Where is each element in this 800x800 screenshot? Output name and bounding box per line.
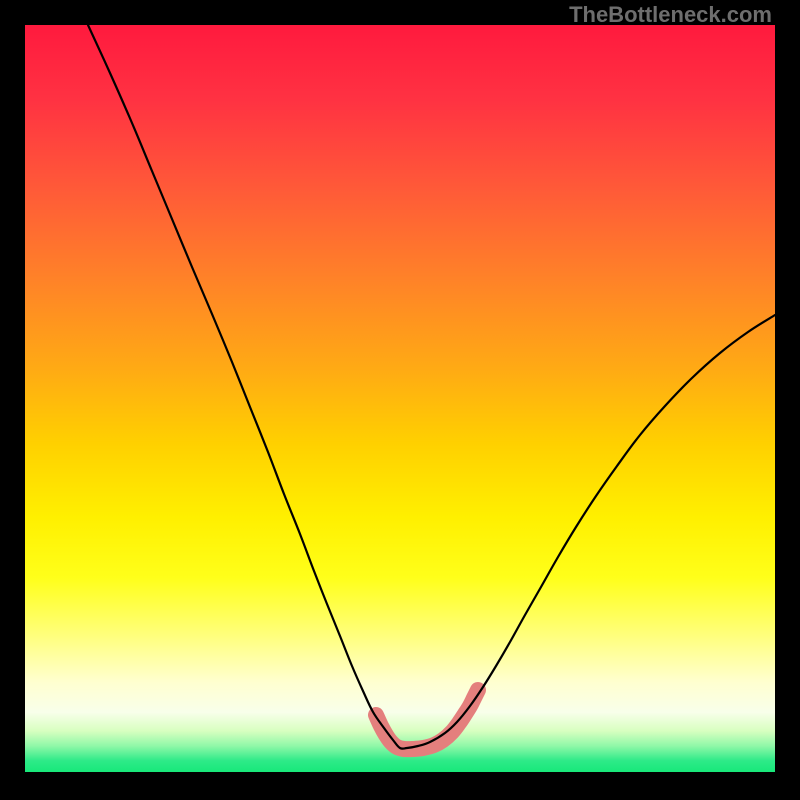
watermark-label: TheBottleneck.com: [569, 2, 772, 28]
bottleneck-curve: [88, 25, 775, 749]
bottleneck-marker: [376, 690, 478, 749]
chart-svg: [0, 0, 800, 800]
